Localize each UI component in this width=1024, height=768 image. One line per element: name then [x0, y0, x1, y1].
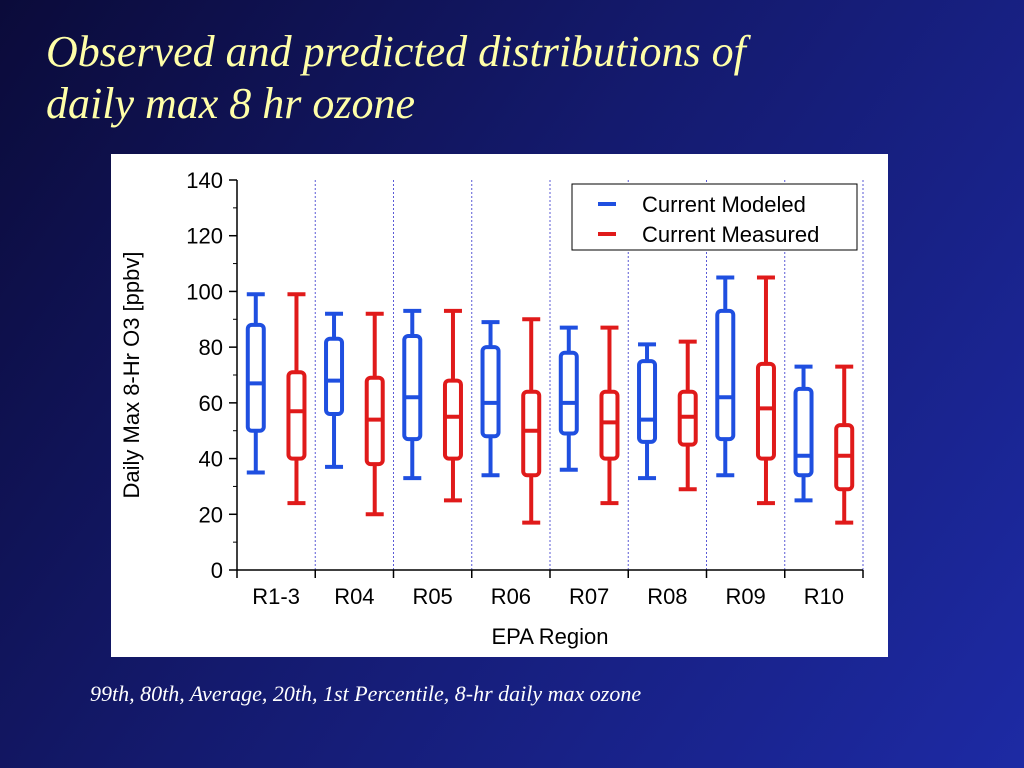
box-p20-p80 — [637, 359, 658, 444]
y-tick-label: 100 — [186, 279, 223, 304]
box-p20-p80 — [599, 389, 620, 461]
slide-title: Observed and predicted distributions of … — [46, 26, 946, 130]
slide-title-line-2: daily max 8 hr ozone — [46, 79, 416, 128]
x-tick-label: R08 — [647, 584, 687, 609]
y-tick-label: 40 — [199, 447, 223, 472]
x-tick-label: R05 — [412, 584, 452, 609]
y-tick-label: 80 — [199, 335, 223, 360]
x-tick-label: R06 — [491, 584, 531, 609]
slide-title-line-1: Observed and predicted distributions of — [46, 27, 746, 76]
x-tick-label: R04 — [334, 584, 374, 609]
box-plot-chart: 0 20 40 60 80 100 120 140 R1-3 R04 R05 R06 R07 R08 R09… — [119, 168, 864, 649]
x-tick-label: R09 — [725, 584, 765, 609]
box-p20-p80 — [521, 389, 542, 478]
box-p20-p80 — [286, 370, 307, 461]
legend-label: Current Measured — [642, 222, 819, 247]
box-p20-p80 — [715, 308, 736, 442]
box-p20-p80 — [558, 350, 579, 436]
box-p20-p80 — [480, 345, 501, 439]
box-p20-p80 — [245, 322, 266, 433]
y-tick-label: 140 — [186, 168, 223, 193]
legend-box — [571, 183, 858, 251]
legend-label: Current Modeled — [642, 192, 806, 217]
x-axis-title: EPA Region — [491, 624, 608, 649]
x-tick-label: R1-3 — [252, 584, 300, 609]
y-tick-label: 20 — [199, 502, 223, 527]
y-tick-label: 0 — [211, 558, 223, 583]
box-p20-p80 — [442, 378, 463, 461]
x-tick-label: R10 — [804, 584, 844, 609]
y-tick-label: 120 — [186, 224, 223, 249]
chart-panel: 0 20 40 60 80 100 120 140 R1-3 R04 R05 R06 R07 R08 R09… — [111, 154, 888, 657]
x-tick-label: R07 — [569, 584, 609, 609]
box-p20-p80 — [793, 386, 814, 478]
y-axis-title: Daily Max 8-Hr O3 [ppbv] — [119, 252, 144, 499]
box-p20-p80 — [402, 334, 423, 442]
box-p20-p80 — [755, 361, 776, 461]
y-tick-label: 60 — [199, 391, 223, 416]
box-p20-p80 — [324, 336, 345, 417]
caption: 99th, 80th, Average, 20th, 1st Percentil… — [90, 681, 642, 706]
